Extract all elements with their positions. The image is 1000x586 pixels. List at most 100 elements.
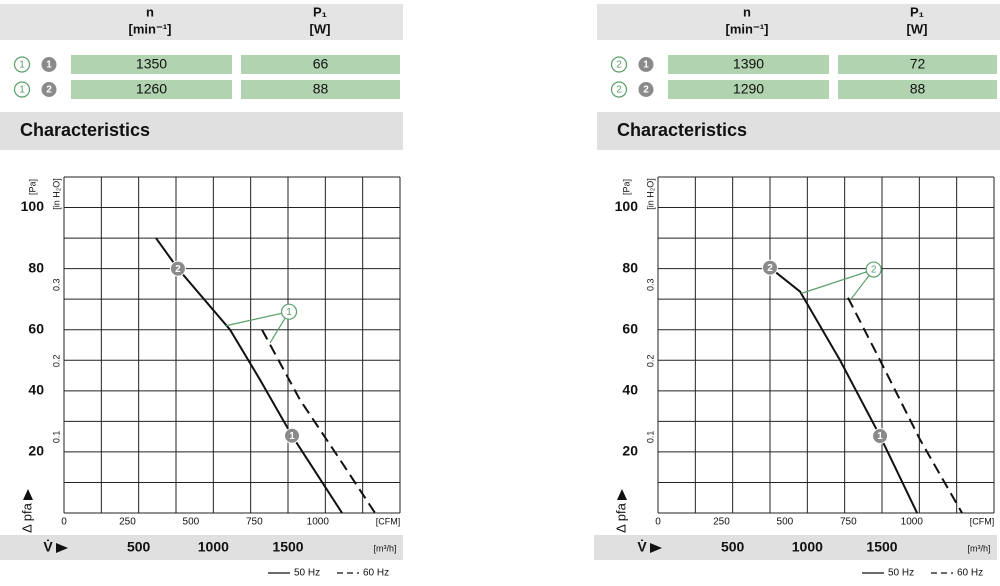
x2-tick-label: 0	[61, 517, 67, 528]
x2-tick-label: 500	[777, 517, 794, 528]
table-cell	[241, 55, 400, 74]
cell-value: 88	[313, 81, 329, 97]
operating-point-label: 1	[877, 431, 883, 442]
operating-point	[872, 428, 889, 445]
column-unit: [W]	[310, 21, 331, 36]
table-cell	[668, 55, 829, 74]
cell-value: 66	[313, 56, 329, 72]
y2-tick-label: 0.3	[51, 278, 61, 291]
cell-value: 72	[910, 56, 926, 72]
x-axis-band	[0, 535, 403, 560]
x2-tick-label: 0	[655, 517, 661, 528]
x-tick-label: 500	[127, 539, 151, 555]
curve-icon	[41, 57, 57, 72]
y-tick-label: 40	[28, 382, 44, 398]
table-header	[597, 4, 1000, 40]
x2-unit: [CFM]	[376, 516, 401, 526]
column-symbol: P₁	[910, 4, 924, 19]
operating-point	[169, 260, 186, 277]
y2-unit: [in H₂O]	[645, 178, 655, 210]
y-tick-label: 20	[28, 443, 44, 459]
cell-value: 88	[910, 81, 926, 97]
y-tick-label: 100	[615, 198, 639, 214]
operating-point-label: 1	[289, 431, 295, 442]
y2-tick-label: 0.3	[645, 278, 655, 291]
curve-label: 2	[643, 85, 649, 96]
cell-value: 1390	[733, 56, 764, 72]
y-tick-label: 20	[622, 443, 638, 459]
callout-label: 2	[871, 265, 877, 276]
curve	[155, 237, 343, 514]
table-cell	[241, 80, 400, 99]
cell-value: 1260	[136, 81, 167, 97]
table-cell	[71, 55, 232, 74]
column-symbol: P₁	[313, 4, 327, 19]
x2-tick-label: 1000	[901, 517, 924, 528]
legend-label: 50 Hz	[294, 568, 320, 579]
curve-label: 1	[46, 60, 52, 71]
table-header	[0, 4, 403, 40]
x-tick-label: 1500	[272, 539, 303, 555]
table-cell	[668, 80, 829, 99]
circuit-label: 2	[616, 60, 622, 71]
y-tick-label: 60	[622, 320, 638, 336]
section-title: Characteristics	[617, 120, 747, 140]
x-arrow	[56, 543, 68, 553]
section-bar	[0, 112, 403, 150]
y-arrow	[23, 489, 33, 500]
y-tick-label: 100	[21, 198, 45, 214]
curve	[261, 329, 376, 514]
table-cell	[71, 80, 232, 99]
x2-tick-label: 250	[119, 517, 136, 528]
circuit-label: 2	[616, 85, 622, 96]
y-unit: [Pa]	[27, 179, 37, 195]
x-tick-label: 1000	[198, 539, 229, 555]
x-arrow	[650, 543, 662, 553]
operating-point	[762, 259, 778, 276]
x-axis-band	[594, 535, 997, 560]
y2-tick-label: 0.2	[51, 355, 61, 368]
x-unit: [m³/h]	[967, 543, 990, 553]
curve	[769, 266, 918, 514]
callout-circle	[865, 261, 882, 278]
y-label: Δ pfa	[613, 502, 628, 532]
y-tick-label: 60	[28, 320, 44, 336]
y-unit: [Pa]	[621, 179, 631, 195]
y-label: Δ pfa	[19, 502, 34, 532]
column-unit: [min⁻¹]	[726, 21, 769, 36]
operating-point-label: 2	[767, 263, 773, 274]
legend-label: 60 Hz	[957, 568, 983, 579]
circuit-label: 1	[19, 85, 25, 96]
y-tick-label: 80	[622, 259, 638, 275]
x2-tick-label: 500	[183, 517, 200, 528]
circuit-icon	[610, 81, 628, 98]
curve-label: 1	[643, 60, 649, 71]
column-symbol: n	[146, 4, 154, 19]
table-cell	[838, 55, 997, 74]
column-unit: [W]	[907, 21, 928, 36]
y2-tick-label: 0.1	[645, 431, 655, 444]
x-unit: [m³/h]	[373, 543, 396, 553]
table-cell	[838, 80, 997, 99]
operating-point	[284, 427, 301, 444]
x-tick-label: 1500	[866, 539, 897, 555]
legend-label: 50 Hz	[888, 568, 914, 579]
y2-unit: [in H₂O]	[51, 178, 61, 210]
circuit-icon	[610, 56, 628, 73]
x-tick-label: 1000	[792, 539, 823, 555]
column-symbol: n	[743, 4, 751, 19]
x2-tick-label: 750	[246, 517, 263, 528]
cell-value: 1350	[136, 56, 167, 72]
x2-tick-label: 1000	[307, 517, 330, 528]
y-tick-label: 80	[28, 259, 44, 275]
curve-icon	[638, 57, 654, 72]
circuit-label: 1	[19, 60, 25, 71]
section-bar	[597, 112, 1000, 150]
x-label: V̇	[43, 539, 53, 555]
curve	[847, 297, 963, 514]
curve-icon	[41, 82, 57, 97]
legend-label: 60 Hz	[363, 568, 389, 579]
